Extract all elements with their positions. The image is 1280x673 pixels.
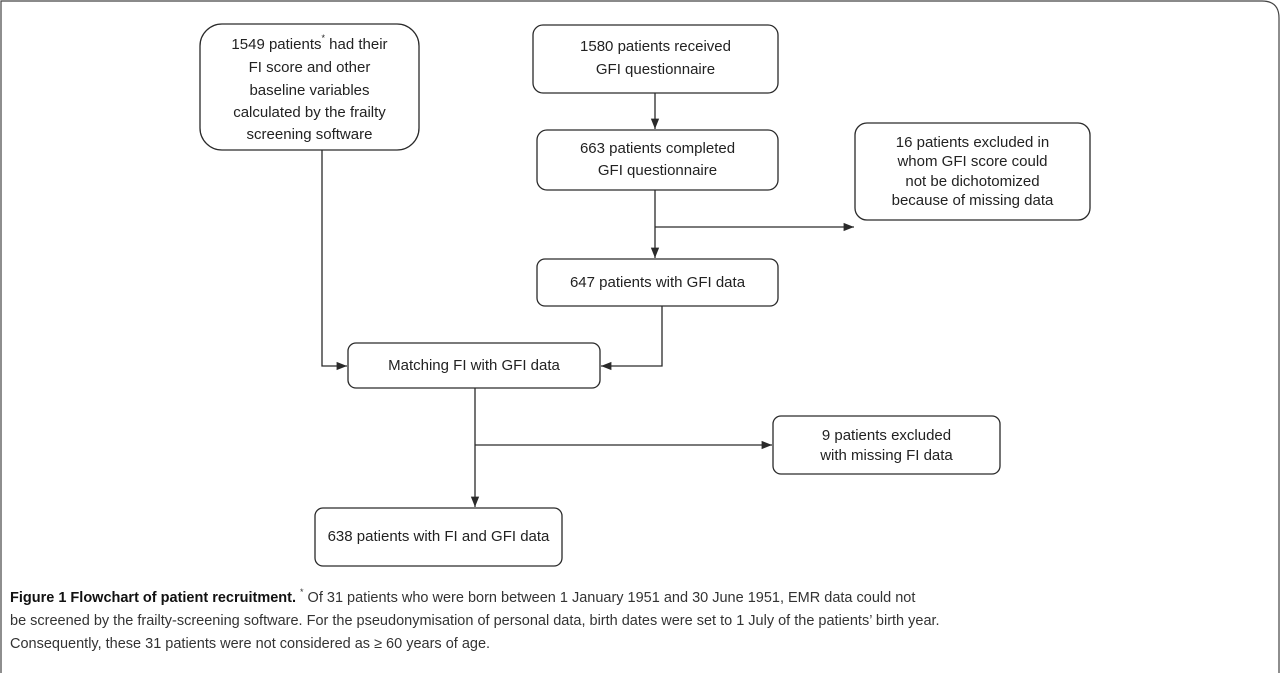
node-label: whom GFI score could (896, 153, 1047, 170)
node-box (347, 342, 601, 389)
node-label: 16 patients excluded in (896, 134, 1049, 151)
node-box (536, 129, 779, 191)
node-label: 1549 patients* had their (231, 33, 387, 53)
node-label: screening software (247, 126, 373, 143)
node-box (772, 415, 1001, 475)
node-label: 1549 patients (231, 36, 321, 53)
connectors (321, 93, 854, 507)
caption-text: Consequently, these 31 patients were not… (10, 636, 490, 652)
node-label: with missing FI data (819, 447, 953, 464)
node-label: not be dichotomized (905, 173, 1039, 190)
node-label: 638 patients with FI and GFI data (328, 528, 550, 545)
footnote-mark: * (300, 587, 304, 597)
node-box (854, 122, 1091, 221)
arrow (601, 306, 663, 371)
caption-title: Figure 1 Flowchart of patient recruitmen… (10, 590, 296, 606)
node-box (199, 23, 420, 151)
node-label: GFI questionnaire (596, 61, 715, 78)
node-label: FI score and other (249, 59, 371, 76)
node-label: calculated by the frailty (233, 104, 386, 121)
node-label: 9 patients excluded (822, 427, 951, 444)
node-label: 663 patients completed (580, 140, 735, 157)
footnote-mark: * (322, 33, 326, 43)
caption-text: be screened by the frailty-screening sof… (10, 613, 940, 629)
caption-text: Of 31 patients who were born between 1 J… (304, 590, 916, 606)
node-box (532, 24, 779, 94)
node-label: Matching FI with GFI data (388, 357, 560, 374)
node-box (536, 258, 779, 307)
node-label: GFI questionnaire (598, 162, 717, 179)
node-label: 647 patients with GFI data (570, 274, 746, 291)
caption: Figure 1 Flowchart of patient recruitmen… (10, 587, 915, 605)
node-box (314, 507, 563, 567)
node-label: 1580 patients received (580, 38, 731, 55)
node-label: because of missing data (892, 192, 1054, 209)
arrow (321, 150, 347, 371)
node-label: had their (325, 36, 388, 53)
node-label: baseline variables (249, 82, 369, 99)
